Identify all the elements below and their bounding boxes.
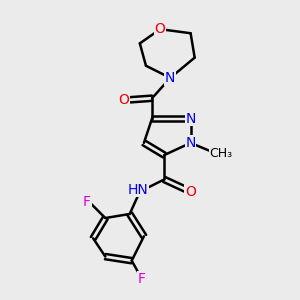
Text: N: N	[165, 71, 175, 85]
Text: HN: HN	[128, 183, 148, 196]
Text: N: N	[185, 136, 196, 150]
Text: CH₃: CH₃	[209, 146, 232, 160]
Text: O: O	[185, 184, 196, 199]
Text: O: O	[118, 93, 129, 107]
Text: F: F	[83, 195, 91, 209]
Text: O: O	[155, 22, 166, 36]
Text: F: F	[138, 272, 146, 286]
Text: N: N	[185, 112, 196, 125]
